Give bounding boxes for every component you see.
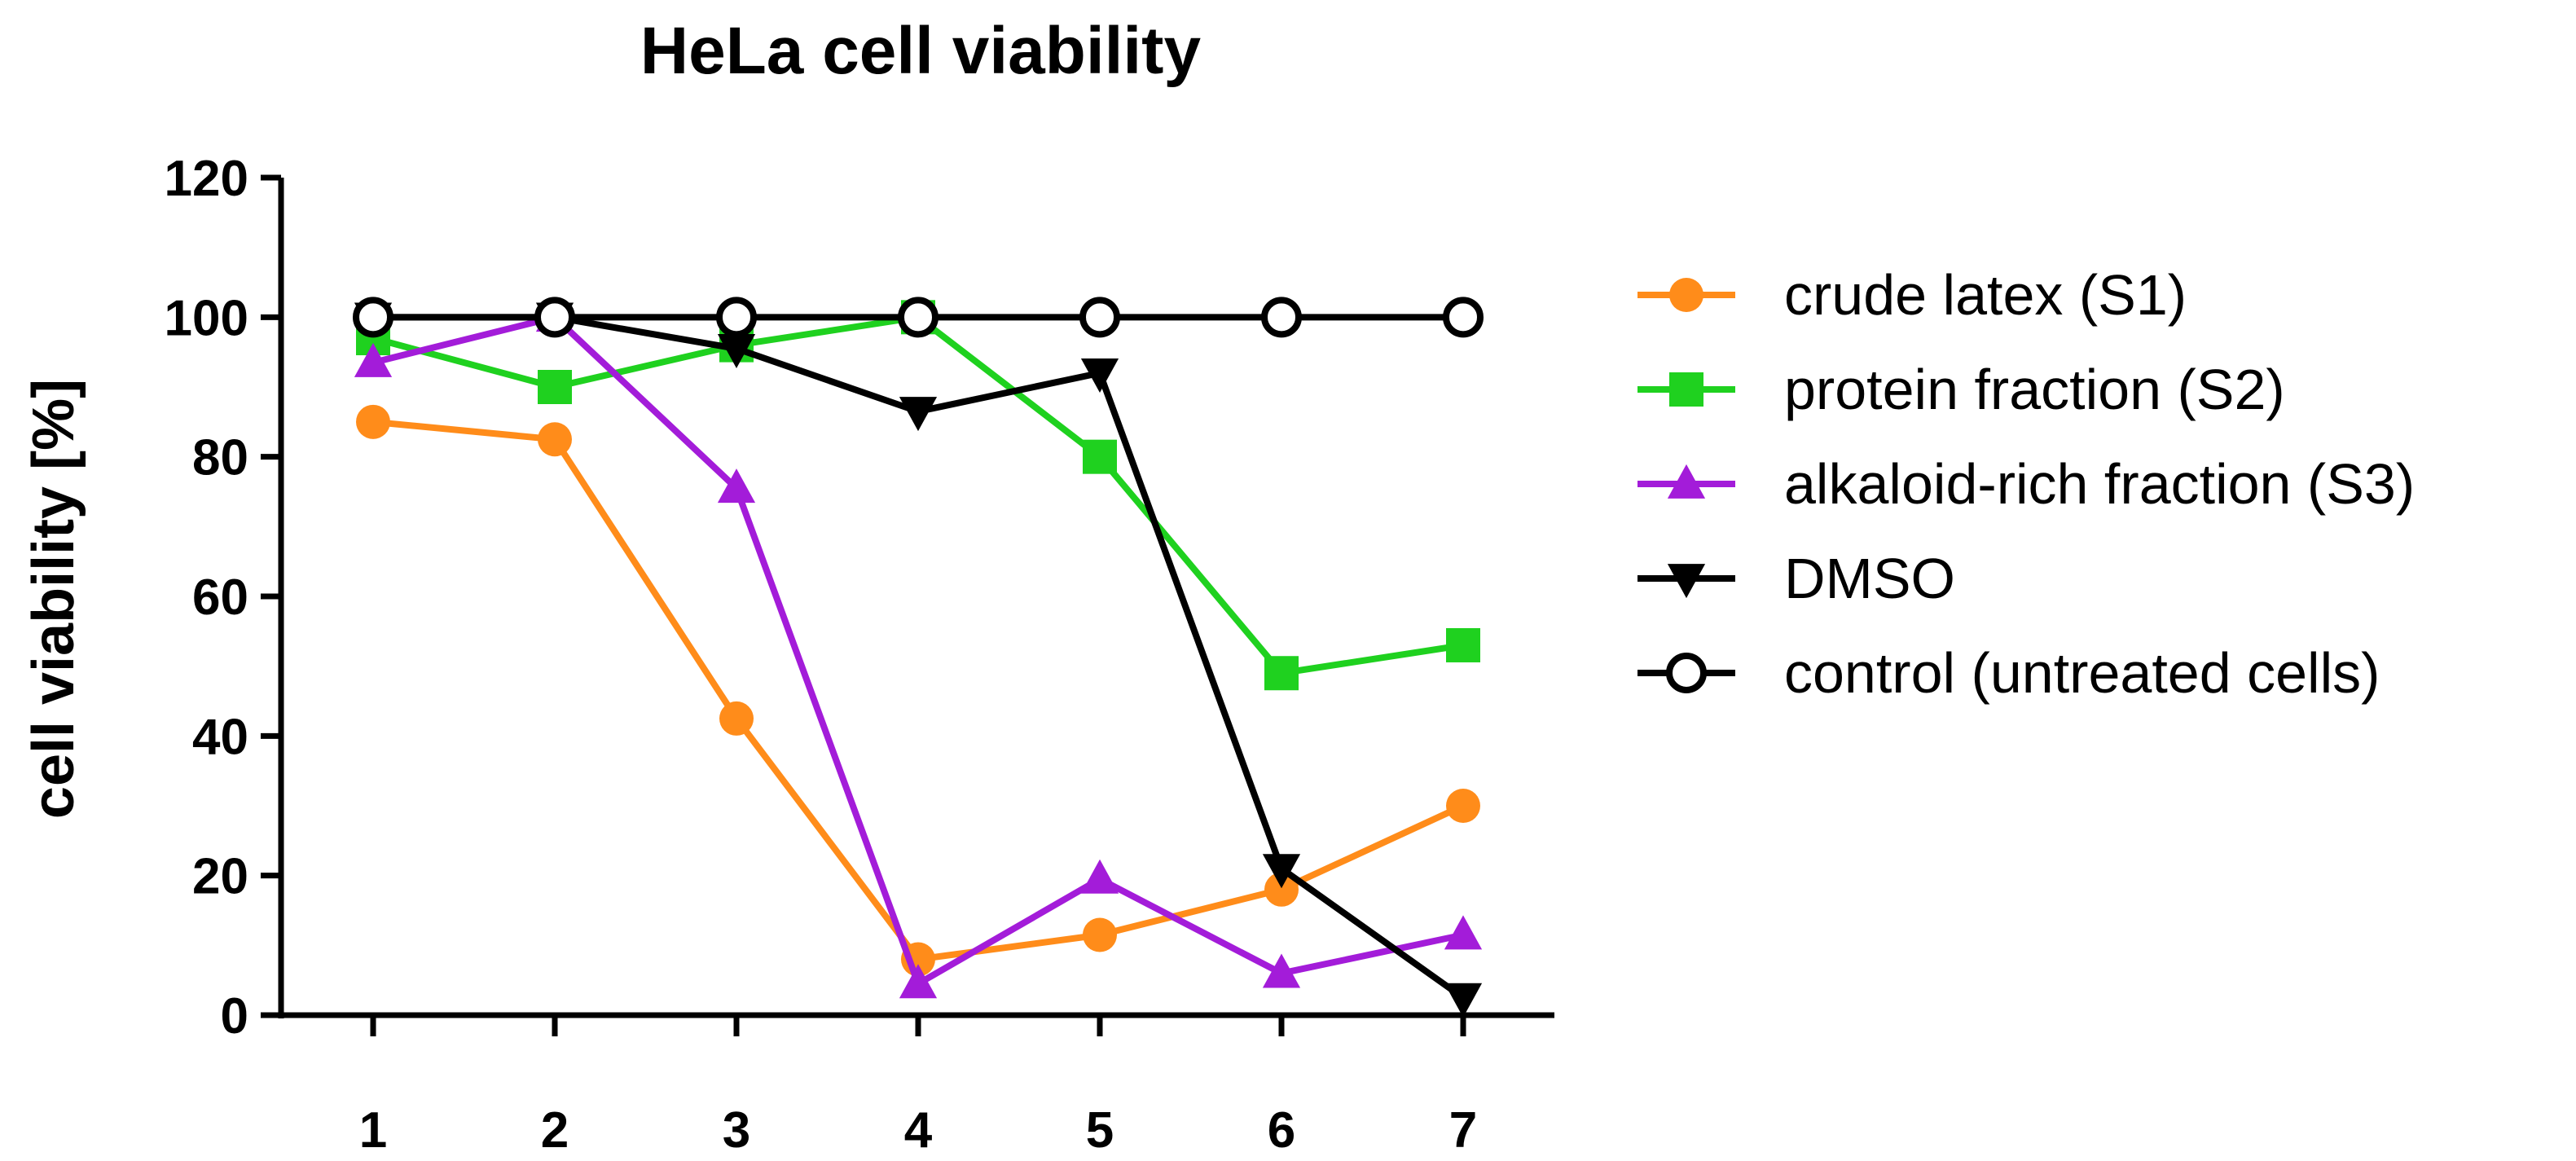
x-tick-label: 5 <box>1086 1102 1114 1159</box>
legend-marker <box>1669 278 1703 312</box>
series-line <box>371 314 1464 677</box>
series-1 <box>356 404 1480 977</box>
legend-marker <box>1666 653 1707 693</box>
data-point <box>1262 854 1301 889</box>
x-tick-label: 6 <box>1268 1102 1295 1159</box>
x-tick-label: 7 <box>1449 1102 1477 1159</box>
x-tick-label: 3 <box>723 1102 750 1159</box>
y-tick-label: 20 <box>192 849 248 905</box>
data-point <box>1446 627 1480 662</box>
legend: crude latex (S1) protein fraction (S2) alk… <box>1637 263 2415 705</box>
legend-item: control (untreated cells) <box>1637 641 2380 705</box>
data-point <box>1264 656 1299 691</box>
data-point <box>899 964 938 999</box>
data-point <box>899 397 938 432</box>
data-point <box>538 370 572 404</box>
series-4 <box>354 302 1483 1018</box>
data-point <box>719 701 754 736</box>
legend-label: protein fraction (S2) <box>1784 358 2285 421</box>
data-point <box>538 422 572 457</box>
legend-label: crude latex (S1) <box>1784 263 2187 327</box>
series-5 <box>353 297 1484 338</box>
chart-title: HeLa cell viability <box>640 14 1202 88</box>
legend-label: control (untreated cells) <box>1784 641 2380 705</box>
data-point <box>716 297 757 338</box>
y-tick-label: 100 <box>165 290 248 346</box>
y-tick-label: 40 <box>192 709 248 765</box>
legend-label: alkaloid-rich fraction (S3) <box>1784 452 2415 516</box>
y-tick-label: 60 <box>192 570 248 626</box>
y-tick-label: 120 <box>165 151 248 207</box>
data-point <box>717 468 756 504</box>
data-point <box>353 297 393 338</box>
data-point <box>356 404 390 439</box>
data-point <box>1083 439 1117 474</box>
data-point <box>1443 297 1484 338</box>
legend-marker <box>1669 372 1703 407</box>
data-point <box>1446 789 1480 823</box>
data-point <box>354 342 393 377</box>
legend-marker <box>1667 564 1706 599</box>
data-point <box>1079 297 1120 338</box>
legend-item: crude latex (S1) <box>1637 263 2187 327</box>
x-tick-label: 2 <box>541 1102 569 1159</box>
y-axis-label: cell viability [%] <box>21 379 86 819</box>
y-ticks: 0 20 40 60 80 100 120 <box>165 151 281 1044</box>
data-point <box>1264 872 1299 907</box>
series-layer <box>353 297 1484 1018</box>
data-point <box>898 297 939 338</box>
y-tick-label: 0 <box>221 988 248 1044</box>
data-point <box>1262 953 1301 988</box>
legend-marker <box>1667 464 1706 499</box>
y-tick-label: 80 <box>192 430 248 486</box>
legend-item: DMSO <box>1637 547 1955 610</box>
data-point <box>1261 297 1302 338</box>
x-tick-label: 4 <box>904 1102 933 1159</box>
data-point <box>717 334 756 369</box>
data-point <box>1080 358 1119 394</box>
data-point <box>1444 915 1483 950</box>
data-point <box>1080 859 1119 894</box>
data-point <box>1444 983 1483 1018</box>
x-tick-label: 1 <box>359 1102 387 1159</box>
legend-label: DMSO <box>1784 547 1955 610</box>
data-point <box>534 297 575 338</box>
legend-item: protein fraction (S2) <box>1637 358 2285 421</box>
legend-item: alkaloid-rich fraction (S3) <box>1637 452 2415 516</box>
series-2 <box>356 300 1480 691</box>
data-point <box>1083 917 1117 952</box>
x-ticks: 1 2 3 4 5 6 7 <box>359 1015 1477 1159</box>
